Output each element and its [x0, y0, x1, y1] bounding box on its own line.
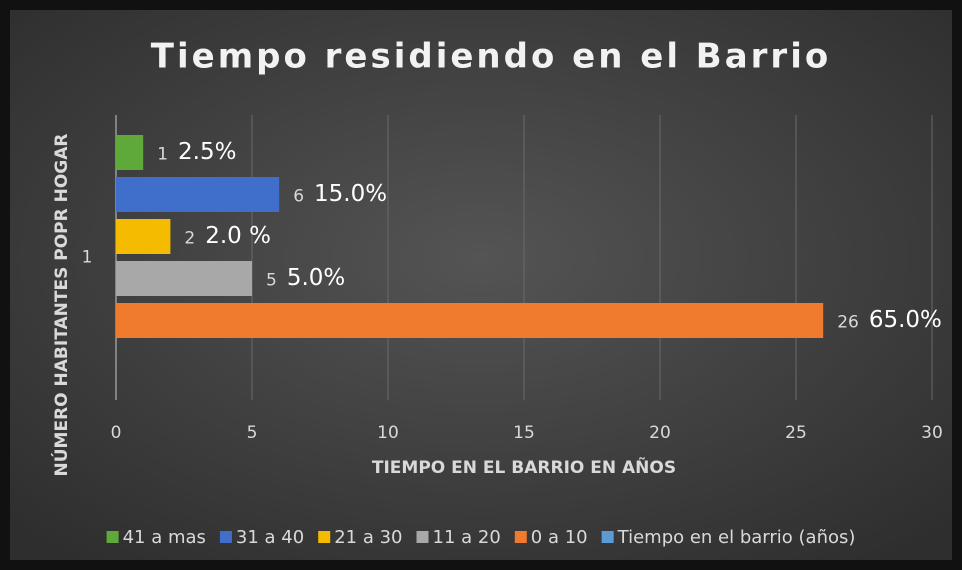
y-axis-label: NÚMERO HABITANTES POPR HOGAR: [50, 134, 72, 477]
legend-swatch: [514, 531, 527, 543]
x-axis-label: TIEMPO EN EL BARRIO EN AÑOS: [372, 455, 676, 478]
bar: [116, 135, 144, 170]
legend-swatch: [106, 531, 119, 543]
value-label: 26: [837, 313, 859, 333]
x-tick-label: 15: [513, 423, 535, 443]
y-tick-label: 1: [82, 248, 93, 268]
legend-swatch: [219, 531, 232, 543]
bar: [116, 303, 824, 338]
percent-label: 15.0%: [314, 181, 387, 207]
bar: [116, 219, 171, 254]
bar: [116, 177, 280, 212]
percent-label: 2.5%: [178, 139, 236, 165]
legend-swatch: [601, 531, 614, 543]
legend-label: 11 a 20: [433, 527, 501, 548]
value-label: 5: [266, 271, 277, 291]
legend-label: Tiempo en el barrio (años): [617, 527, 856, 548]
x-tick-label: 20: [649, 423, 671, 443]
legend-label: 21 a 30: [334, 527, 402, 548]
x-tick-label: 30: [921, 423, 943, 443]
percent-label: 5.0%: [287, 265, 345, 291]
bar: [116, 261, 252, 296]
legend-label: 0 a 10: [531, 527, 588, 548]
legend-swatch: [416, 531, 429, 543]
x-tick-label: 25: [785, 423, 807, 443]
value-label: 6: [293, 187, 304, 207]
percent-label: 2.0 %: [205, 223, 271, 249]
percent-label: 65.0%: [869, 307, 942, 333]
value-label: 2: [184, 229, 195, 249]
x-tick-label: 5: [247, 423, 258, 443]
legend-swatch: [318, 531, 331, 543]
legend-label: 41 a mas: [123, 527, 206, 548]
legend-label: 31 a 40: [236, 527, 304, 548]
x-tick-label: 10: [377, 423, 399, 443]
x-tick-label: 0: [111, 423, 122, 443]
value-label: 1: [157, 145, 168, 165]
chart-title: Tiempo residiendo en el Barrio: [151, 37, 831, 77]
